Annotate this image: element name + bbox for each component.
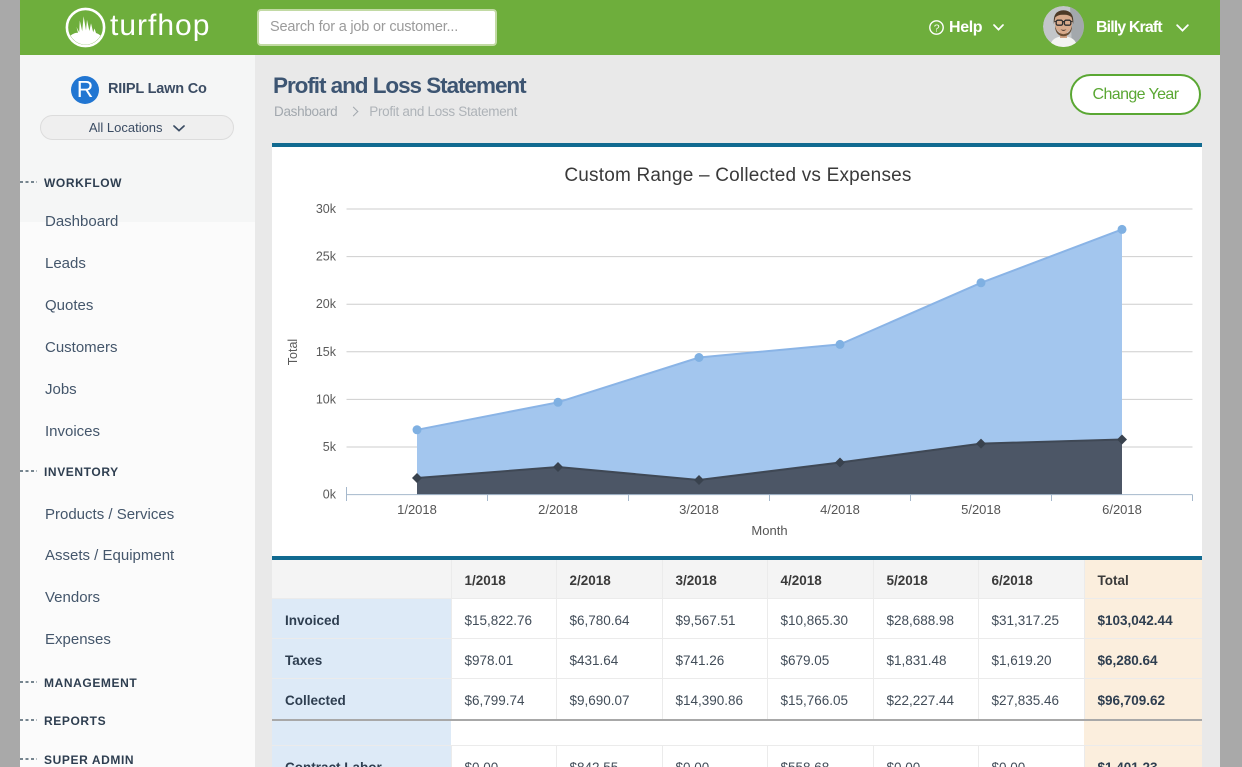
svg-text:5/2018: 5/2018 <box>961 502 1001 517</box>
svg-text:30k: 30k <box>316 202 337 216</box>
svg-text:1/2018: 1/2018 <box>397 502 437 517</box>
svg-text:0k: 0k <box>323 488 337 502</box>
svg-text:Month: Month <box>751 523 787 538</box>
svg-text:20k: 20k <box>316 297 337 311</box>
svg-text:2/2018: 2/2018 <box>538 502 578 517</box>
svg-text:15k: 15k <box>316 345 337 359</box>
svg-text:25k: 25k <box>316 250 337 264</box>
svg-text:5k: 5k <box>323 440 337 454</box>
svg-text:Custom Range – Collected vs Ex: Custom Range – Collected vs Expenses <box>564 165 911 186</box>
svg-text:4/2018: 4/2018 <box>820 502 860 517</box>
svg-text:Total: Total <box>286 339 300 365</box>
svg-text:?: ? <box>934 22 940 34</box>
svg-text:10k: 10k <box>316 392 337 406</box>
svg-text:3/2018: 3/2018 <box>679 502 719 517</box>
svg-text:6/2018: 6/2018 <box>1102 502 1142 517</box>
